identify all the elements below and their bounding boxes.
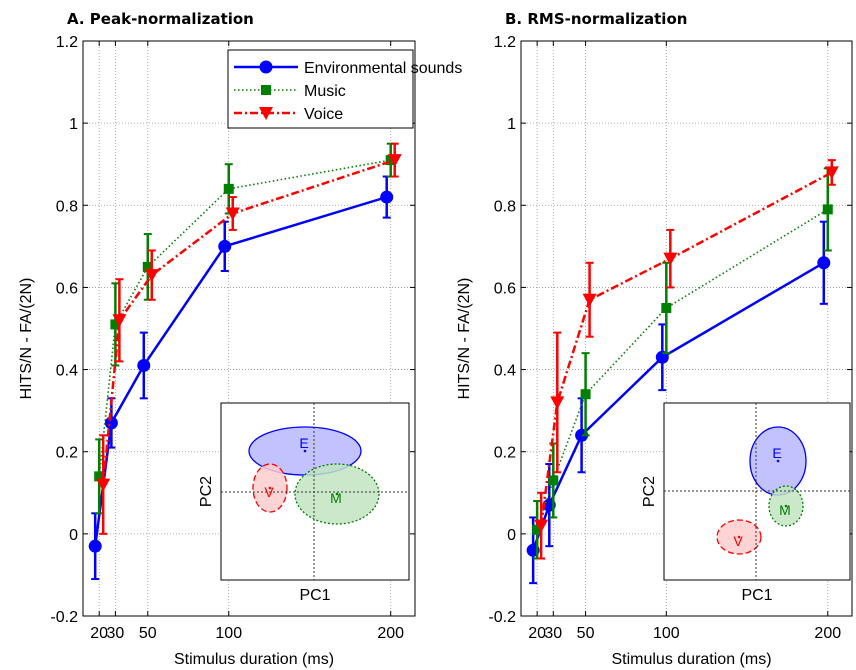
legend-marker bbox=[259, 107, 273, 120]
y-tick-label: 0.8 bbox=[494, 198, 516, 215]
y-tick-label: 0.6 bbox=[494, 280, 516, 297]
legend-label: Voice bbox=[304, 106, 343, 123]
data-point bbox=[110, 319, 121, 330]
inset-label-m: M bbox=[779, 502, 791, 518]
inset-x-label: PC1 bbox=[299, 587, 330, 604]
legend-marker bbox=[261, 85, 271, 95]
data-point bbox=[661, 302, 672, 313]
data-point bbox=[380, 190, 394, 204]
inset-pca: E V M PC1 PC2 bbox=[641, 402, 851, 604]
data-point bbox=[225, 207, 240, 221]
inset-center-dot bbox=[268, 486, 272, 490]
y-tick-label: -0.2 bbox=[50, 609, 78, 626]
data-point bbox=[550, 396, 565, 410]
data-point bbox=[218, 239, 232, 253]
y-tick-label: 0.8 bbox=[56, 198, 78, 215]
panel-title: A. Peak-normalization bbox=[67, 10, 254, 28]
inset-y-label: PC2 bbox=[641, 476, 658, 507]
x-tick-label: 100 bbox=[653, 625, 680, 642]
data-point bbox=[112, 314, 127, 328]
inset-center-dot bbox=[784, 504, 788, 508]
y-tick-label: 1.2 bbox=[494, 34, 516, 51]
y-tick-label: 0.4 bbox=[494, 363, 516, 380]
data-point bbox=[88, 539, 102, 553]
inset-center-dot bbox=[335, 492, 339, 496]
y-tick-label: 0.2 bbox=[494, 445, 516, 462]
series-line bbox=[536, 208, 829, 530]
data-point bbox=[104, 416, 118, 430]
legend-label: Music bbox=[304, 83, 346, 100]
series-voice bbox=[96, 142, 402, 535]
y-axis-label: HITS/N - FA/(2N) bbox=[456, 278, 473, 400]
inset-pca: E V M PC1 PC2 bbox=[198, 402, 410, 604]
legend-label: Environmental sounds bbox=[304, 60, 462, 77]
data-point bbox=[580, 389, 591, 400]
data-point bbox=[534, 519, 549, 533]
data-point bbox=[582, 293, 597, 307]
data-point bbox=[137, 358, 151, 372]
inset-center-dot bbox=[737, 535, 741, 539]
x-tick-label: 200 bbox=[814, 625, 841, 642]
data-point bbox=[144, 269, 159, 283]
inset-label-e: E bbox=[772, 445, 781, 461]
data-point bbox=[96, 478, 111, 492]
inset-center-dot bbox=[303, 449, 307, 453]
data-point bbox=[817, 256, 831, 270]
y-tick-label: 0.2 bbox=[56, 445, 78, 462]
data-point bbox=[223, 183, 234, 194]
x-tick-label: 50 bbox=[577, 625, 595, 642]
x-tick-label: 30 bbox=[544, 625, 562, 642]
inset-center-dot bbox=[776, 459, 780, 463]
inset-y-label: PC2 bbox=[198, 476, 215, 507]
legend-marker bbox=[259, 60, 273, 74]
x-tick-label: 200 bbox=[377, 625, 404, 642]
y-tick-label: 0.4 bbox=[56, 363, 78, 380]
data-point bbox=[385, 155, 396, 166]
series-voice bbox=[534, 159, 839, 560]
panel-title: B. RMS-normalization bbox=[505, 10, 687, 28]
inset-label-v: V bbox=[733, 533, 743, 549]
x-tick-label: 30 bbox=[106, 625, 124, 642]
data-point bbox=[94, 471, 105, 482]
data-point bbox=[387, 154, 402, 168]
legend-box bbox=[227, 49, 414, 129]
inset-x-label: PC1 bbox=[741, 587, 772, 604]
inset-label-m: M bbox=[330, 490, 342, 506]
y-tick-label: 1 bbox=[69, 116, 78, 133]
y-axis-label: HITS/N - FA/(2N) bbox=[18, 278, 35, 400]
data-point bbox=[822, 204, 833, 215]
plot-frame bbox=[82, 40, 416, 617]
x-tick-label: 20 bbox=[90, 625, 108, 642]
data-point bbox=[532, 524, 543, 535]
y-tick-label: -0.2 bbox=[488, 609, 516, 626]
data-point bbox=[824, 166, 839, 180]
y-tick-label: 0.6 bbox=[56, 280, 78, 297]
inset-label-v: V bbox=[264, 484, 274, 500]
data-point bbox=[142, 261, 153, 272]
inset-label-e: E bbox=[299, 435, 308, 451]
y-tick-label: 0 bbox=[507, 527, 516, 544]
x-tick-label: 100 bbox=[215, 625, 242, 642]
data-point bbox=[548, 475, 559, 486]
data-point bbox=[663, 252, 678, 266]
plot-frame bbox=[520, 40, 853, 617]
y-tick-label: 0 bbox=[69, 527, 78, 544]
x-tick-label: 50 bbox=[139, 625, 157, 642]
x-axis-label: Stimulus duration (ms) bbox=[174, 651, 334, 668]
y-tick-label: 1.2 bbox=[56, 34, 78, 51]
legend: Environmental sounds Music Voice bbox=[227, 49, 462, 129]
x-axis-label: Stimulus duration (ms) bbox=[611, 651, 771, 668]
x-tick-label: 20 bbox=[528, 625, 546, 642]
y-tick-label: 1 bbox=[507, 116, 516, 133]
